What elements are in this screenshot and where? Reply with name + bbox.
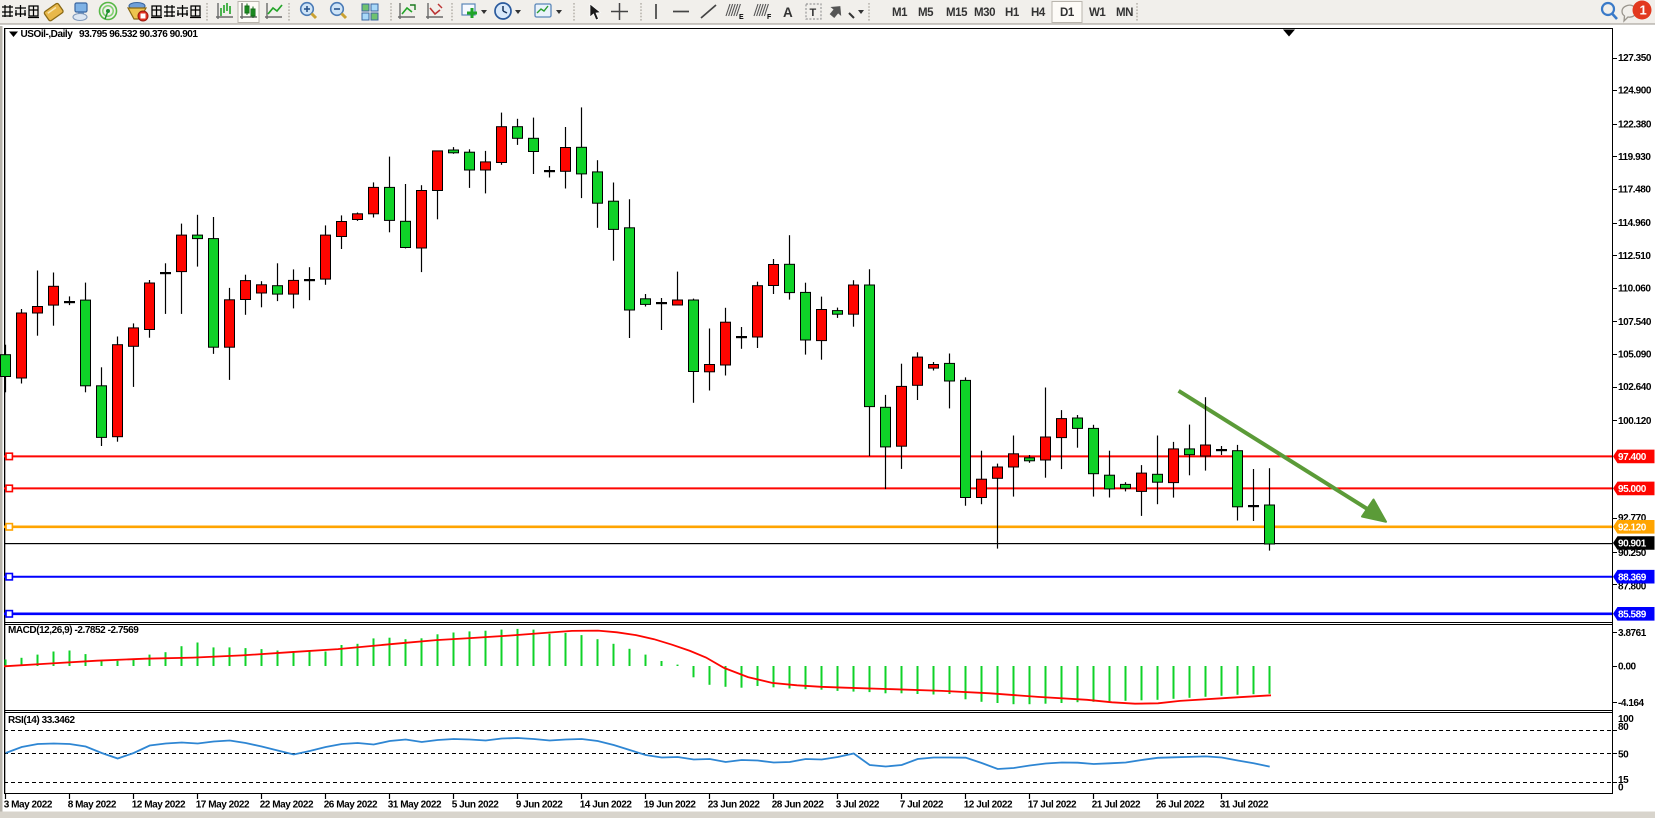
svg-text:85.589: 85.589: [1618, 609, 1647, 620]
svg-text:17 May 2022: 17 May 2022: [196, 800, 250, 811]
svg-text:MACD(12,26,9) -2.7852 -2.7569: MACD(12,26,9) -2.7852 -2.7569: [8, 625, 139, 636]
svg-text:102.640: 102.640: [1618, 382, 1652, 393]
svg-text:23 Jun 2022: 23 Jun 2022: [708, 800, 761, 811]
svg-text:117.480: 117.480: [1618, 185, 1651, 196]
svg-text:USOil-,Daily: USOil-,Daily: [21, 29, 74, 40]
svg-text:MN: MN: [1116, 7, 1133, 19]
svg-text:-4.164: -4.164: [1618, 698, 1645, 709]
svg-text:127.350: 127.350: [1618, 53, 1652, 64]
svg-text:93.795 96.532 90.376 90.901: 93.795 96.532 90.376 90.901: [79, 29, 198, 40]
svg-text:12 May 2022: 12 May 2022: [132, 800, 186, 811]
svg-text:0: 0: [1618, 783, 1624, 794]
svg-text:22 May 2022: 22 May 2022: [260, 800, 314, 811]
svg-text:31 Jul 2022: 31 Jul 2022: [1220, 800, 1269, 811]
svg-text:105.090: 105.090: [1618, 350, 1652, 361]
svg-text:M30: M30: [974, 7, 995, 19]
svg-text:17 Jul 2022: 17 Jul 2022: [1028, 800, 1077, 811]
svg-text:M1: M1: [892, 7, 908, 19]
svg-text:1: 1: [1640, 3, 1647, 18]
svg-text:119.930: 119.930: [1618, 152, 1651, 163]
svg-text:124.900: 124.900: [1618, 86, 1652, 97]
svg-text:19 Jun 2022: 19 Jun 2022: [644, 800, 697, 811]
svg-text:M15: M15: [946, 7, 968, 19]
svg-text:F: F: [767, 14, 772, 21]
svg-text:90.250: 90.250: [1618, 548, 1647, 559]
svg-text:7 Jul 2022: 7 Jul 2022: [900, 800, 944, 811]
svg-text:T: T: [810, 7, 817, 19]
svg-text:110.060: 110.060: [1618, 283, 1651, 294]
svg-text:E: E: [739, 14, 744, 21]
svg-text:D1: D1: [1060, 7, 1075, 19]
svg-text:92.120: 92.120: [1618, 522, 1647, 533]
svg-text:A: A: [783, 5, 793, 20]
svg-text:26 Jul 2022: 26 Jul 2022: [1156, 800, 1205, 811]
svg-text:5 Jun 2022: 5 Jun 2022: [452, 800, 500, 811]
svg-text:107.540: 107.540: [1618, 317, 1652, 328]
svg-text:28 Jun 2022: 28 Jun 2022: [772, 800, 825, 811]
svg-text:97.400: 97.400: [1618, 452, 1647, 463]
svg-text:114.960: 114.960: [1618, 218, 1651, 229]
svg-text:M5: M5: [918, 7, 934, 19]
svg-text:92.770: 92.770: [1618, 513, 1647, 524]
svg-text:3 Jul 2022: 3 Jul 2022: [836, 800, 880, 811]
svg-text:88.369: 88.369: [1618, 572, 1647, 583]
svg-text:H1: H1: [1005, 7, 1020, 19]
svg-text:95.000: 95.000: [1618, 484, 1647, 495]
svg-text:W1: W1: [1089, 7, 1106, 19]
svg-text:21 Jul 2022: 21 Jul 2022: [1092, 800, 1141, 811]
svg-text:87.800: 87.800: [1618, 581, 1647, 592]
svg-text:RSI(14) 33.3462: RSI(14) 33.3462: [8, 715, 76, 726]
svg-text:0.00: 0.00: [1618, 662, 1637, 673]
svg-text:50: 50: [1618, 750, 1629, 761]
svg-text:31 May 2022: 31 May 2022: [388, 800, 442, 811]
svg-text:90.901: 90.901: [1618, 539, 1647, 550]
svg-text:122.380: 122.380: [1618, 119, 1652, 130]
svg-text:12 Jul 2022: 12 Jul 2022: [964, 800, 1013, 811]
svg-text:9 Jun 2022: 9 Jun 2022: [516, 800, 564, 811]
svg-text:80: 80: [1618, 722, 1629, 733]
svg-text:14 Jun 2022: 14 Jun 2022: [580, 800, 633, 811]
svg-text:3.8761: 3.8761: [1618, 628, 1647, 639]
svg-text:15: 15: [1618, 775, 1629, 786]
svg-text:26 May 2022: 26 May 2022: [324, 800, 378, 811]
svg-text:H4: H4: [1031, 7, 1046, 19]
svg-text:3 May 2022: 3 May 2022: [4, 800, 53, 811]
svg-text:112.510: 112.510: [1618, 251, 1651, 262]
svg-text:100: 100: [1618, 714, 1634, 725]
svg-text:100.120: 100.120: [1618, 416, 1652, 427]
svg-text:8 May 2022: 8 May 2022: [68, 800, 117, 811]
